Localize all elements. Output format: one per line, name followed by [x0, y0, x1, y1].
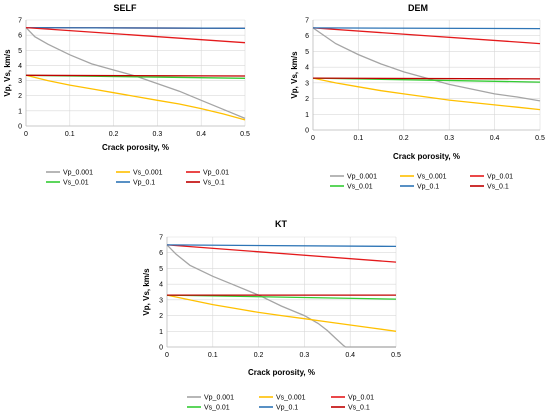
y-tick-label: 6	[305, 33, 309, 40]
y-tick-label: 3	[159, 297, 163, 304]
series-line-vs-0-001	[166, 294, 397, 332]
series-line-vs-0-01	[166, 294, 397, 300]
x-tick-label: 0.3	[444, 135, 454, 142]
legend-label: Vp_0.1	[276, 405, 298, 412]
y-tick-label: 0	[159, 345, 163, 352]
x-tick-label: 0.2	[109, 131, 119, 138]
series-line-vp-0-01	[312, 27, 541, 45]
legend-label: Vp_0.001	[63, 170, 93, 177]
chart-dem: 0 1 2 3 4 5 6 7 0 0.1 0.2 0.3 0.4 0.5 DEM Crack porosit…	[290, 3, 545, 191]
chart-title: KT	[275, 219, 287, 229]
y-tick-label: 0	[305, 128, 309, 135]
x-tick-label: 0.3	[300, 352, 310, 359]
y-tick-label: 2	[18, 93, 22, 100]
y-tick-label: 5	[159, 266, 163, 273]
series-line-vp-0-001	[312, 27, 541, 102]
x-tick-label: 0	[311, 135, 315, 142]
y-tick-label: 6	[18, 33, 22, 40]
x-tick-label: 0.4	[490, 135, 500, 142]
x-tick-label: 0.2	[254, 352, 264, 359]
x-tick-label: 0.3	[153, 131, 163, 138]
y-tick-label: 3	[18, 78, 22, 85]
series-line-vp-0-001	[25, 27, 246, 120]
legend-label: Vp_0.01	[203, 170, 229, 177]
y-tick-label: 6	[159, 250, 163, 257]
y-axis-label: Vp, Vs, km/s	[290, 51, 299, 99]
y-tick-label: 7	[159, 235, 163, 242]
y-tick-label: 1	[18, 108, 22, 115]
x-axis-label: Crack porosity, %	[248, 368, 315, 377]
series-line-vp-0-001	[166, 244, 396, 348]
chart-self: 0 1 2 3 4 5 6 7 0 0.1 0.2 0.3 0.4 0.5 SELF Crack porosi…	[3, 3, 250, 187]
y-tick-label: 4	[305, 65, 309, 72]
series-line-vs-0-1	[312, 77, 541, 80]
legend-label: Vs_0.1	[203, 180, 225, 187]
y-axis-label: Vp, Vs, km/s	[3, 49, 12, 97]
x-tick-label: 0.5	[391, 352, 401, 359]
y-tick-label: 4	[18, 63, 22, 70]
legend-label: Vp_0.01	[348, 395, 374, 402]
y-tick-label: 1	[305, 112, 309, 119]
x-tick-label: 0.1	[65, 131, 75, 138]
y-axis-label: Vp, Vs, km/s	[142, 268, 151, 316]
y-tick-label: 1	[159, 329, 163, 336]
x-tick-label: 0	[165, 352, 169, 359]
series-line-vp-0-01	[166, 244, 397, 263]
legend-label: Vs_0.001	[417, 174, 447, 181]
y-tick-label: 0	[18, 124, 22, 131]
series-line-vp-0-1	[312, 27, 541, 30]
legend-label: Vs_0.001	[133, 170, 163, 177]
y-tick-label: 5	[305, 49, 309, 56]
x-axis-label: Crack porosity, %	[102, 143, 169, 152]
legend-label: Vs_0.01	[63, 180, 89, 187]
legend-label: Vs_0.01	[347, 184, 373, 191]
chart-title: DEM	[408, 3, 428, 13]
y-tick-label: 7	[305, 18, 309, 25]
x-tick-label: 0.4	[196, 131, 206, 138]
y-tick-label: 2	[305, 96, 309, 103]
series-line-vs-0-001	[312, 77, 541, 111]
legend-label: Vp_0.01	[487, 174, 513, 181]
legend: Vp_0.001 Vs_0.001 Vp_0.01 Vs_0.01 Vp_0.1 Vs_0…	[187, 395, 374, 412]
series-line-vs-0-001	[25, 74, 246, 121]
y-tick-label: 5	[18, 48, 22, 55]
legend-label: Vp_0.001	[347, 174, 377, 181]
legend-label: Vs_0.01	[204, 405, 230, 412]
legend-label: Vp_0.001	[204, 395, 234, 402]
series-line-vp-0-1	[166, 244, 397, 248]
legend: Vp_0.001 Vs_0.001 Vp_0.01 Vs_0.01 Vp_0.1 Vs_0…	[330, 174, 513, 191]
legend: Vp_0.001 Vs_0.001 Vp_0.01 Vs_0.01 Vp_0.1 Vs_0…	[46, 170, 229, 187]
y-tick-label: 7	[18, 18, 22, 25]
legend-label: Vp_0.1	[417, 184, 439, 191]
legend-label: Vs_0.1	[487, 184, 509, 191]
chart-kt: 0 1 2 3 4 5 6 7 0 0.1 0.2 0.3 0.4 0.5 KT Crack porosity…	[142, 219, 401, 412]
x-tick-label: 0.5	[535, 135, 545, 142]
series-line-vs-0-1	[25, 74, 246, 77]
series-line-vp-0-1	[25, 26, 246, 29]
y-tick-label: 2	[159, 313, 163, 320]
y-tick-label: 3	[305, 80, 309, 87]
legend-label: Vs_0.001	[276, 395, 306, 402]
x-tick-label: 0.4	[345, 352, 355, 359]
x-tick-label: 0.1	[354, 135, 364, 142]
x-tick-label: 0.1	[208, 352, 218, 359]
x-tick-label: 0	[24, 131, 28, 138]
x-tick-label: 0.5	[240, 131, 250, 138]
x-axis-label: Crack porosity, %	[393, 152, 460, 161]
series-line-unnamed-6	[25, 26, 246, 44]
chart-title: SELF	[113, 3, 137, 13]
legend-label: Vs_0.1	[348, 405, 370, 412]
x-tick-label: 0.2	[399, 135, 409, 142]
y-tick-label: 4	[159, 282, 163, 289]
legend-label: Vp_0.1	[133, 180, 155, 187]
